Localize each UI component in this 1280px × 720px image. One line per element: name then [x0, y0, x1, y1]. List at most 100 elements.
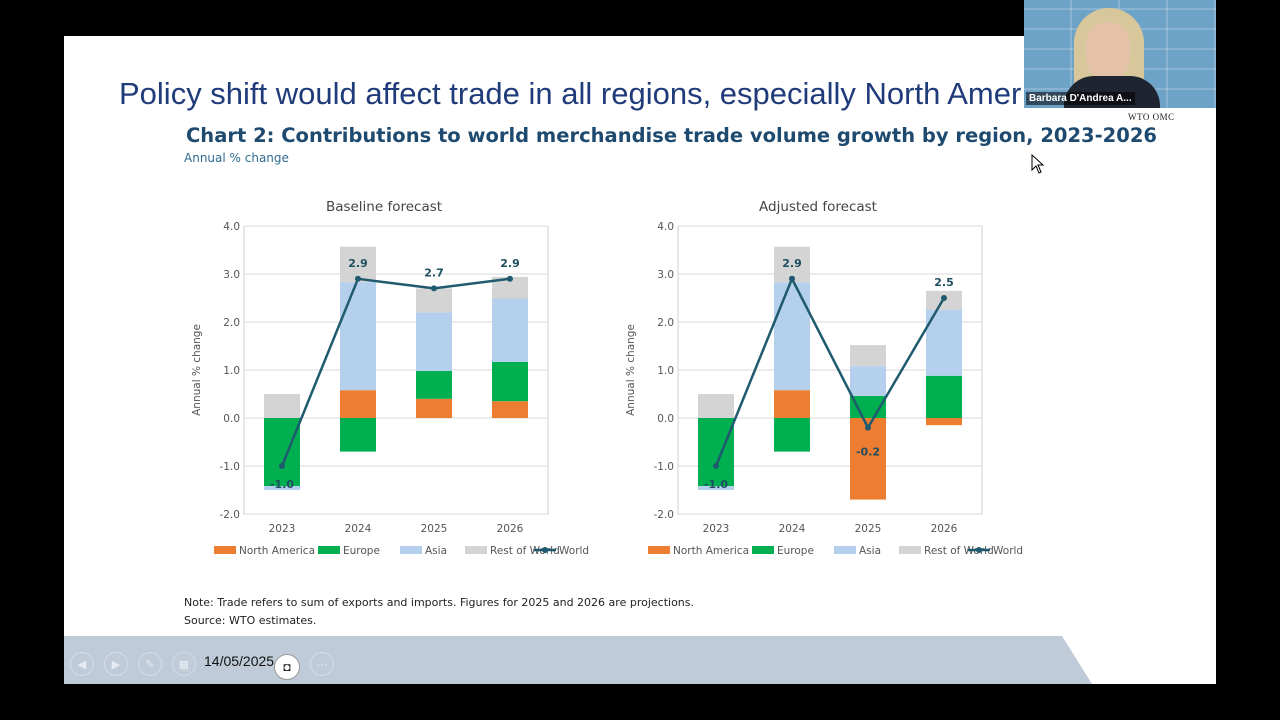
world-point [713, 463, 719, 469]
legend-label: Europe [777, 545, 814, 557]
bar-rest-of-world [416, 288, 452, 313]
bar-europe [416, 370, 452, 399]
world-data-label: 2.7 [424, 266, 444, 279]
world-point [431, 285, 437, 292]
world-data-label: 2.5 [934, 276, 954, 289]
slide-sorter-icon[interactable]: ▦ [172, 652, 196, 676]
bar-asia [698, 486, 734, 490]
y-tick-label: 3.0 [657, 269, 674, 281]
legend-label: Rest of World [924, 545, 994, 557]
bar-europe [926, 375, 962, 418]
bar-asia [264, 486, 300, 490]
panel-title: Baseline forecast [326, 199, 442, 215]
x-tick-label: 2026 [931, 523, 958, 535]
panel-title: Adjusted forecast [759, 199, 877, 215]
bar-north-america [926, 418, 962, 426]
wto-logo-text: WTO OMC [1128, 112, 1175, 122]
legend-label: World [993, 545, 1023, 557]
y-tick-label: 0.0 [657, 413, 674, 425]
bar-asia [774, 282, 810, 391]
legend-label: World [559, 545, 589, 557]
bar-europe [698, 418, 734, 487]
world-point [507, 275, 513, 282]
legend-swatch [834, 546, 856, 554]
speaker-face [1086, 22, 1130, 80]
bar-europe [492, 361, 528, 402]
y-tick-label: -2.0 [220, 509, 241, 521]
bar-europe [340, 418, 376, 452]
world-line [714, 275, 946, 467]
bar-north-america [416, 398, 452, 418]
slide-title: Policy shift would affect trade in all r… [119, 76, 1022, 111]
world-line [280, 277, 511, 467]
x-tick-label: 2025 [421, 523, 448, 535]
mouse-cursor-icon [1031, 154, 1045, 174]
legend-swatch [400, 546, 422, 554]
bar-rest-of-world [850, 345, 886, 367]
pen-tool-icon[interactable]: ✎ [138, 652, 162, 676]
camera-icon[interactable]: ◘ [274, 654, 300, 680]
x-tick-label: 2023 [269, 523, 296, 535]
bar-asia [492, 298, 528, 362]
world-point [865, 424, 871, 431]
source-text: Source: WTO estimates. [184, 614, 317, 627]
legend-label: North America [239, 545, 315, 557]
x-tick-label: 2024 [345, 523, 372, 535]
webcam-video-feed[interactable]: Barbara D'Andrea A... [1024, 0, 1216, 108]
bar-rest-of-world [492, 276, 528, 299]
y-tick-label: 4.0 [657, 221, 674, 233]
legend-swatch [465, 546, 487, 554]
x-tick-label: 2024 [779, 523, 806, 535]
chart-subtitle: Annual % change [184, 151, 289, 165]
presentation-slide: Policy shift would affect trade in all r… [64, 36, 1216, 684]
y-tick-label: 2.0 [657, 317, 674, 329]
slide-date: 14/05/2025 [204, 653, 275, 669]
baseline-forecast-chart: Baseline forecast 4.0 3.0 2.0 1.0 0.0 -1.0 -2.0… [182, 191, 612, 571]
next-slide-icon[interactable]: ▶ [104, 652, 128, 676]
world-data-label: 2.9 [782, 257, 802, 270]
y-tick-label: 1.0 [223, 365, 240, 377]
bar-north-america [492, 401, 528, 418]
legend-line-marker [976, 547, 982, 553]
y-axis-label: Annual % change [191, 324, 203, 416]
adjusted-forecast-chart: Adjusted forecast 4.0 3.0 2.0 1.0 0.0 -1.0 -2.0… [616, 191, 1046, 571]
note-text: Note: Trade refers to sum of exports and… [184, 596, 694, 609]
y-tick-label: 2.0 [223, 317, 240, 329]
y-tick-label: -1.0 [220, 461, 241, 473]
legend-swatch [648, 546, 670, 554]
legend-line-marker [542, 547, 548, 553]
y-tick-label: 4.0 [223, 221, 240, 233]
legend-label: Asia [425, 545, 447, 557]
bar-north-america [774, 390, 810, 418]
y-tick-label: 1.0 [657, 365, 674, 377]
bar-rest-of-world [698, 394, 734, 418]
world-data-label: -0.2 [856, 446, 880, 459]
y-tick-label: -1.0 [654, 461, 675, 473]
legend-swatch [214, 546, 236, 554]
x-tick-label: 2023 [703, 523, 730, 535]
previous-slide-icon[interactable]: ◀ [70, 652, 94, 676]
legend-swatch [899, 546, 921, 554]
world-point [789, 275, 795, 282]
world-data-label: 2.9 [348, 257, 368, 270]
legend-swatch [318, 546, 340, 554]
world-point [355, 275, 361, 282]
legend-label: North America [673, 545, 749, 557]
bar-north-america [850, 418, 886, 500]
y-tick-label: 3.0 [223, 269, 240, 281]
more-options-icon[interactable]: ⋯ [310, 652, 334, 676]
speaker-name-tag: Barbara D'Andrea A... [1026, 92, 1135, 105]
adjusted-chart-svg: Adjusted forecast 4.0 3.0 2.0 1.0 0.0 -1.0 -2.0… [625, 199, 1023, 557]
bar-asia [416, 312, 452, 371]
world-point [941, 295, 947, 301]
legend-label: Asia [859, 545, 881, 557]
chart-note: Note: Trade refers to sum of exports and… [184, 594, 694, 630]
bar-asia [340, 282, 376, 391]
legend-swatch [752, 546, 774, 554]
bar-europe [774, 418, 810, 452]
baseline-chart-svg: Baseline forecast 4.0 3.0 2.0 1.0 0.0 -1.0 -2.0… [191, 199, 589, 557]
x-tick-label: 2025 [855, 523, 882, 535]
x-tick-label: 2026 [497, 523, 524, 535]
legend-label: Rest of World [490, 545, 560, 557]
world-data-label: -1.0 [704, 478, 728, 491]
